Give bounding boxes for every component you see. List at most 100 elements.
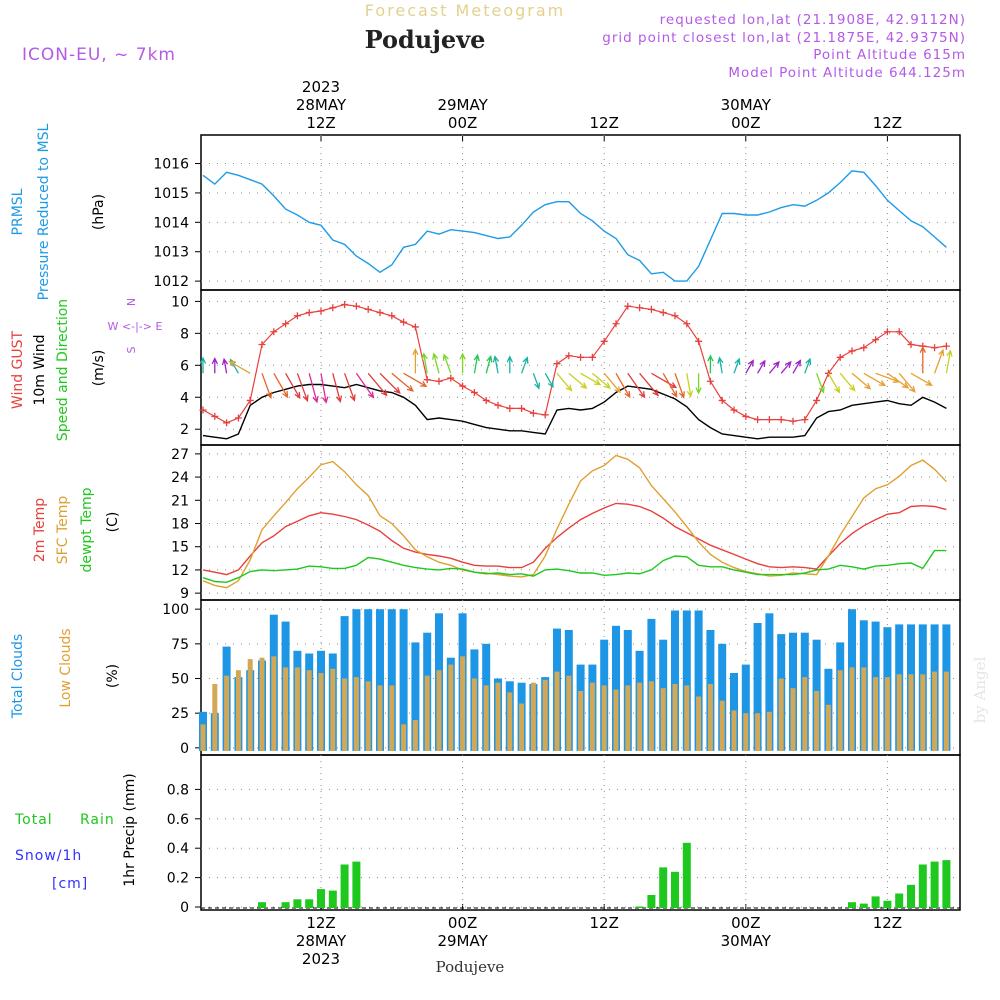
bar-rain xyxy=(328,890,337,908)
label-10m-wind: 10m Wind xyxy=(32,334,48,405)
gust-marker xyxy=(341,301,349,309)
gust-marker xyxy=(541,411,549,419)
gust-marker xyxy=(423,376,431,384)
gust-marker xyxy=(612,320,620,328)
label-total-clouds: Total Clouds xyxy=(10,634,26,719)
y-tick-label: 15 xyxy=(171,540,189,556)
series-prmsl xyxy=(202,170,947,282)
bar-rain xyxy=(930,861,939,908)
bar-rain xyxy=(281,902,290,908)
y-tick-label: 18 xyxy=(171,517,189,533)
wind-direction-arrow xyxy=(945,349,953,374)
label-precip-unit: 1hr Precip (mm) xyxy=(122,773,138,886)
series-dewpt-temp xyxy=(202,549,947,584)
gust-marker xyxy=(942,342,950,350)
gust-marker xyxy=(600,337,608,345)
bar-low-clouds xyxy=(743,713,749,751)
wind-direction-arrow xyxy=(898,372,916,393)
bar-low-clouds xyxy=(731,710,737,751)
y-tick-label: 0 xyxy=(180,900,189,916)
wind-direction-arrow xyxy=(887,372,910,389)
y-tick-label: 0.2 xyxy=(167,871,189,887)
panel-temperature: 9 12 15 18 21 24 27 2m Temp SFC Temp dewpt Temp (C… xyxy=(32,444,961,602)
wind-direction-arrow xyxy=(332,373,343,403)
gust-marker xyxy=(754,416,762,424)
gust-marker xyxy=(671,312,679,320)
gust-marker xyxy=(742,412,750,420)
bar-low-clouds xyxy=(224,675,230,751)
bottom-axis-label: 30MAY xyxy=(721,932,772,950)
wind-direction-arrow xyxy=(851,372,872,390)
signature: by Angel xyxy=(971,656,989,723)
wind-direction-arrow xyxy=(320,373,329,404)
wind-direction-arrow xyxy=(261,373,273,400)
bar-low-clouds xyxy=(212,684,218,751)
label-unit: (%) xyxy=(105,664,121,688)
bar-low-clouds xyxy=(719,700,725,751)
bar-low-clouds xyxy=(861,667,867,751)
y-tick-label: 1013 xyxy=(153,245,189,261)
bar-low-clouds xyxy=(837,670,843,751)
wind-direction-arrow xyxy=(745,359,754,374)
bar-low-clouds xyxy=(330,668,336,751)
wind-direction-arrow xyxy=(651,372,678,389)
bar-low-clouds xyxy=(566,675,572,751)
bottom-axis-label: 28MAY xyxy=(296,932,347,950)
y-tick-label: 100 xyxy=(162,602,189,618)
wind-direction-arrow xyxy=(273,372,289,399)
bar-rain xyxy=(635,906,644,908)
bar-rain xyxy=(895,893,904,908)
bar-rain xyxy=(682,842,691,909)
gust-marker xyxy=(329,304,337,312)
bottom-axis-label: 12Z xyxy=(873,914,902,932)
bar-total-clouds xyxy=(741,664,750,751)
bar-low-clouds xyxy=(483,685,489,751)
wind-direction-arrow xyxy=(662,372,678,398)
bar-low-clouds xyxy=(247,659,253,751)
wind-direction-arrow xyxy=(379,372,401,395)
bar-rain xyxy=(671,871,679,909)
gust-marker xyxy=(659,309,667,317)
wind-direction-arrow xyxy=(473,353,480,374)
bar-rain xyxy=(659,867,668,908)
bar-total-clouds xyxy=(387,609,396,751)
wind-direction-arrow xyxy=(863,372,887,387)
bar-low-clouds xyxy=(271,656,277,751)
gust-marker xyxy=(482,396,490,404)
bar-total-clouds xyxy=(364,609,373,751)
gust-marker xyxy=(860,344,868,352)
top-time-axis: 202328MAY12Z29MAY00Z12Z30MAY00Z12Z31MAY0… xyxy=(296,78,902,141)
wind-direction-arrow xyxy=(412,348,419,374)
bottom-axis-label: 00Z xyxy=(448,914,477,932)
bar-low-clouds xyxy=(424,675,430,751)
wind-direction-arrow xyxy=(717,356,724,374)
bar-low-clouds xyxy=(908,674,914,751)
grid-point-coords: grid point closest lon,lat (21.1875E, 42… xyxy=(602,30,966,46)
bar-low-clouds xyxy=(625,685,631,751)
wind-direction-arrow xyxy=(355,372,375,399)
bar-low-clouds xyxy=(790,688,796,751)
series-2m-temp xyxy=(202,502,947,576)
bar-total-clouds xyxy=(376,609,384,751)
model-altitude: Model Point Altitude 644.125m xyxy=(728,65,966,81)
panel-frame xyxy=(200,754,961,911)
gust-marker xyxy=(789,417,797,425)
y-tick-label: 0.4 xyxy=(167,841,189,857)
wind-direction-arrow xyxy=(520,356,529,374)
wind-direction-arrow xyxy=(568,372,588,389)
gust-marker xyxy=(494,401,502,409)
bar-rain xyxy=(293,899,302,908)
label-wind-gust: Wind GUST xyxy=(10,330,26,409)
gust-marker xyxy=(624,302,632,310)
gust-marker xyxy=(388,312,396,320)
gust-marker xyxy=(293,312,301,320)
bar-low-clouds xyxy=(896,674,902,751)
label-sfc-temp: SFC Temp xyxy=(55,496,71,565)
bar-low-clouds xyxy=(613,689,619,751)
wind-direction-arrow xyxy=(343,373,356,402)
label-unit: (m/s) xyxy=(91,350,107,387)
wind-direction-arrow xyxy=(492,355,500,374)
bar-low-clouds xyxy=(389,685,395,751)
wind-direction-arrow xyxy=(919,345,926,374)
gust-marker xyxy=(199,406,207,414)
